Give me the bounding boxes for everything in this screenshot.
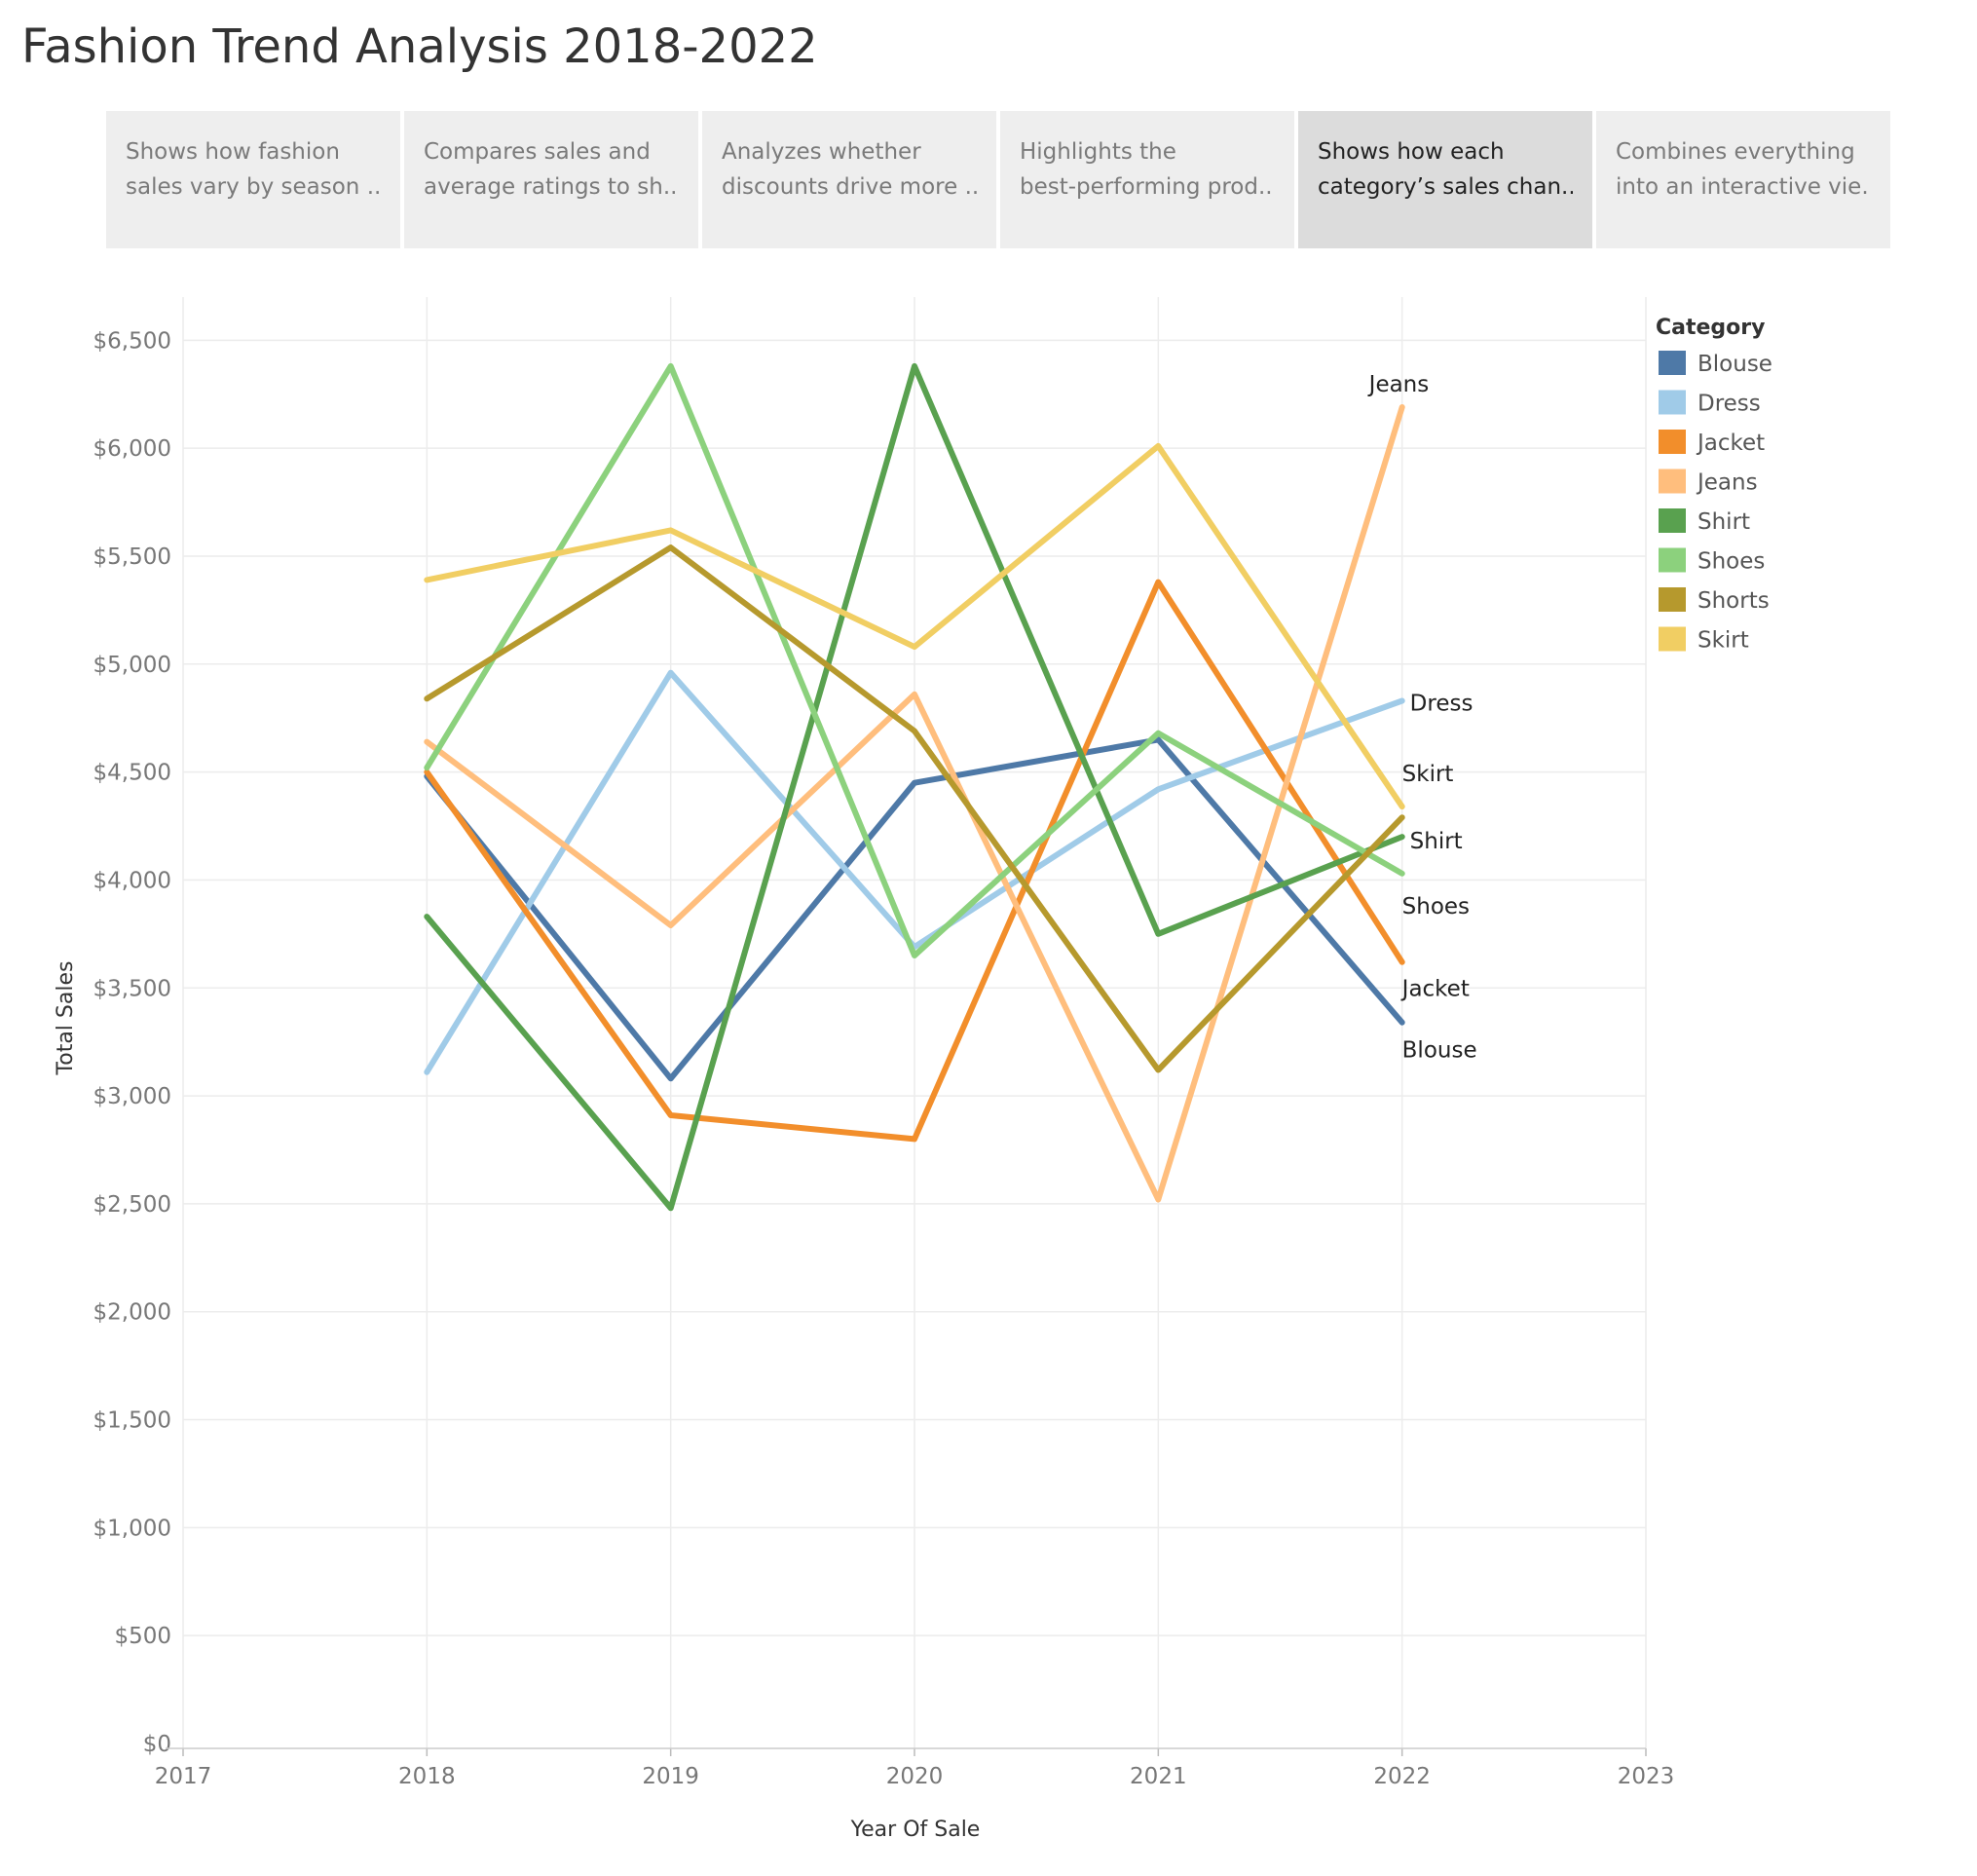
y-tick-label: $5,000 (93, 653, 171, 678)
x-axis: 2017 2018 2019 2020 2021 2022 2023 (155, 1747, 1675, 1789)
legend-label-blouse: Blouse (1697, 352, 1772, 377)
legend-swatch-shorts (1659, 587, 1686, 612)
tab-caption-line1: Shows how fashion (126, 139, 340, 165)
x-tick-label: 2019 (642, 1764, 699, 1789)
legend-label-skirt: Skirt (1697, 628, 1749, 654)
tab-caption-line2: best-performing prod.. (1020, 174, 1273, 200)
y-tick-label: $3,000 (93, 1084, 171, 1109)
story-navigation: Shows how fashion sales vary by season .… (106, 111, 1894, 248)
x-tick-label: 2022 (1373, 1764, 1431, 1789)
series-line-skirt (424, 442, 1405, 810)
series-line-blouse (424, 736, 1405, 1082)
end-label-skirt: Skirt (1402, 762, 1454, 787)
story-tab-interactive-view[interactable]: Combines everything into an interactive … (1596, 111, 1890, 248)
y-tick-label: $5,500 (93, 544, 171, 570)
y-tick-label: $6,000 (93, 436, 171, 462)
y-axis: $0 $500 $1,000 $1,500 $2,000 $2,500 $3,000 $3,5… (93, 328, 171, 1757)
y-axis-title: Total Sales (54, 961, 78, 1076)
end-label-jacket: Jacket (1400, 977, 1470, 1002)
story-tab-category-trends[interactable]: Shows how each category’s sales chan.. (1298, 111, 1592, 248)
legend-label-jeans: Jeans (1696, 470, 1758, 496)
story-tab-discount-analysis[interactable]: Analyzes whether discounts drive more .. (702, 111, 996, 248)
x-tick-label: 2018 (398, 1764, 456, 1789)
end-label-jeans: Jeans (1367, 372, 1430, 397)
legend-swatch-blouse (1659, 351, 1686, 375)
end-label-shoes: Shoes (1402, 894, 1470, 919)
y-tick-label: $3,500 (93, 976, 171, 1001)
y-tick-label: $4,500 (93, 761, 171, 786)
y-tick-label: $1,000 (93, 1516, 171, 1541)
series-line-dress (424, 669, 1405, 1075)
y-tick-label: $6,500 (93, 328, 171, 354)
legend-swatch-skirt (1659, 626, 1686, 652)
story-tab-sales-vs-ratings[interactable]: Compares sales and average ratings to sh… (404, 111, 698, 248)
y-tick-label: $1,500 (93, 1408, 171, 1434)
legend: Category Blouse Dress Jacket Jeans Shirt Shoe… (1656, 316, 1772, 654)
story-tab-best-products[interactable]: Highlights the best-performing prod.. (1000, 111, 1294, 248)
story-tab-seasonal-sales[interactable]: Shows how fashion sales vary by season .… (106, 111, 400, 248)
series-line-shoes (424, 362, 1405, 958)
tab-caption-line1: Highlights the (1020, 139, 1176, 165)
legend-title: Category (1656, 316, 1765, 340)
dashboard-title: Fashion Trend Analysis 2018-2022 (21, 19, 818, 74)
x-tick-label: 2021 (1130, 1764, 1187, 1789)
legend-label-dress: Dress (1697, 392, 1761, 417)
tab-caption-line1: Analyzes whether (722, 139, 921, 165)
tab-caption-line1: Compares sales and (424, 139, 651, 165)
tab-caption-line1: Combines everything (1616, 139, 1855, 165)
x-tick-label: 2020 (886, 1764, 944, 1789)
legend-swatch-shirt (1659, 508, 1686, 533)
y-tick-label: $500 (114, 1624, 171, 1649)
legend-swatch-jacket (1659, 430, 1686, 454)
tab-caption-line1: Shows how each (1318, 139, 1505, 165)
end-label-shirt: Shirt (1410, 829, 1463, 854)
end-label-dress: Dress (1410, 691, 1473, 716)
end-label-blouse: Blouse (1402, 1038, 1477, 1064)
tab-caption-line2: average ratings to sh.. (424, 174, 678, 200)
legend-label-shorts: Shorts (1697, 588, 1770, 614)
y-tick-label: $2,000 (93, 1300, 171, 1326)
series-line-shirt (424, 362, 1405, 1212)
legend-label-shirt: Shirt (1697, 509, 1750, 535)
y-tick-label: $4,000 (93, 868, 171, 893)
x-axis-title: Year Of Sale (850, 1818, 981, 1842)
series-line-jacket (424, 579, 1405, 1143)
series-line-shorts (424, 544, 1405, 1073)
legend-swatch-dress (1659, 390, 1686, 415)
tab-caption-line2: category’s sales chan.. (1318, 174, 1573, 200)
y-tick-label: $2,500 (93, 1192, 171, 1218)
tab-caption-line2: into an interactive vie.. (1616, 174, 1871, 200)
legend-swatch-shoes (1659, 547, 1686, 573)
legend-swatch-jeans (1659, 469, 1686, 494)
tab-caption-line2: discounts drive more .. (722, 174, 977, 200)
tab-caption-line2: sales vary by season .. (126, 174, 381, 200)
series-line-jeans (424, 404, 1405, 1203)
series-end-labels: Blouse Dress Jacket Jeans Shirt Shoes Skirt (1367, 372, 1477, 1064)
x-tick-label: 2017 (155, 1764, 212, 1789)
chart-gridlines (182, 297, 1647, 1748)
legend-label-shoes: Shoes (1697, 549, 1765, 575)
legend-label-jacket: Jacket (1696, 431, 1765, 456)
y-tick-label: $0 (143, 1732, 171, 1757)
series-lines (424, 362, 1405, 1212)
x-tick-label: 2023 (1618, 1764, 1675, 1789)
